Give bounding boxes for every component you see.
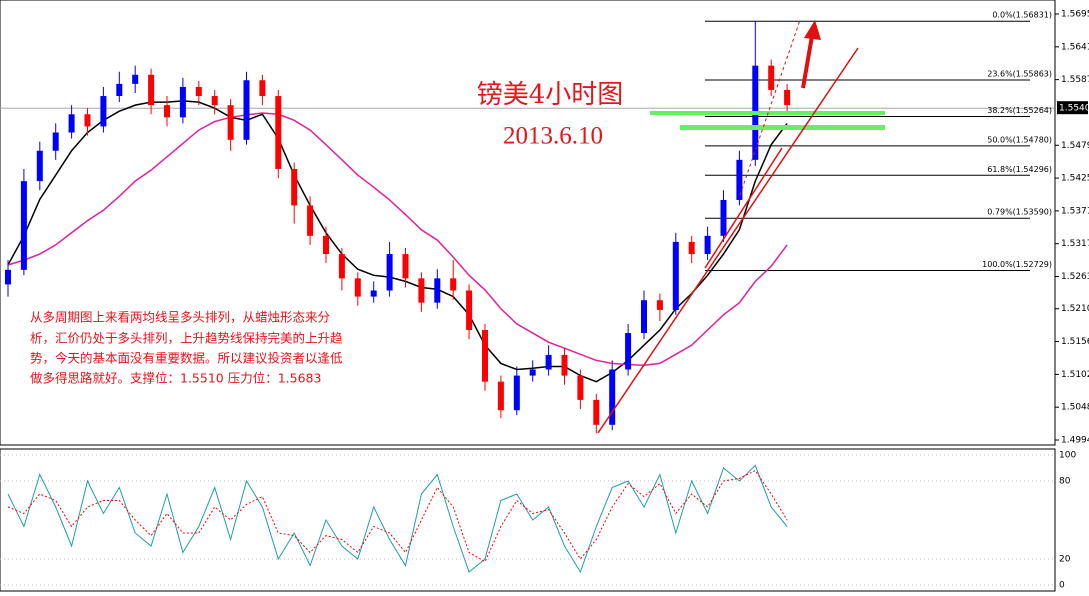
candle-body bbox=[561, 354, 568, 376]
candle-body bbox=[497, 381, 504, 411]
annotation: 势，今天的基本面没有重要数据。所以建议投资者以逢低 bbox=[30, 351, 343, 366]
candle-body bbox=[20, 181, 27, 270]
projection-line bbox=[739, 19, 801, 196]
y-tick-label: 1.5317 bbox=[1061, 239, 1089, 249]
candle-body bbox=[259, 80, 266, 97]
current-price-label: 1.5540 bbox=[1059, 104, 1089, 114]
indicator-frame bbox=[0, 448, 1056, 592]
candle-body bbox=[116, 83, 123, 97]
candle-body bbox=[450, 278, 457, 291]
candle-body bbox=[148, 74, 155, 106]
candle-body bbox=[625, 333, 632, 370]
moving-average bbox=[7, 112, 788, 367]
candle-body bbox=[545, 354, 552, 370]
fib-label: 61.8%(1.54296) bbox=[987, 165, 1052, 174]
candle-body bbox=[656, 300, 663, 310]
fib-label: 0.79%(1.53590) bbox=[987, 208, 1052, 217]
y-tick-label: 1.5156 bbox=[1061, 337, 1089, 347]
candle-body bbox=[482, 330, 488, 382]
candle-body bbox=[52, 132, 59, 151]
y-tick-label: 1.4994 bbox=[1061, 436, 1089, 446]
candle-body bbox=[5, 269, 11, 285]
y-tick-label: 1.5102 bbox=[1061, 370, 1089, 380]
y-tick-label: 80 bbox=[1059, 477, 1071, 487]
candle-body bbox=[466, 290, 473, 331]
annotation: 从多周期图上来看两均线呈多头排列，从蜡烛形态来分 bbox=[30, 310, 330, 325]
y-tick-label: 0 bbox=[1059, 581, 1065, 591]
y-tick-label: 1.5210 bbox=[1061, 304, 1089, 314]
candle-body bbox=[84, 114, 91, 127]
candle-body bbox=[370, 290, 377, 297]
candle-body bbox=[641, 300, 647, 334]
candle-body bbox=[768, 65, 775, 90]
candle-body bbox=[402, 254, 409, 279]
candle-body bbox=[36, 150, 43, 182]
candle-body bbox=[179, 86, 186, 118]
candle-body bbox=[211, 96, 218, 106]
candle-body bbox=[577, 375, 584, 400]
fib-label: 50.0%(1.54780) bbox=[987, 135, 1052, 144]
candle-body bbox=[386, 254, 393, 291]
candle-body bbox=[164, 105, 170, 118]
y-tick-label: 1.5425 bbox=[1061, 174, 1089, 184]
fib-label: 0.0%(1.56831) bbox=[992, 11, 1052, 20]
candle-body bbox=[100, 96, 107, 127]
candle-body bbox=[195, 86, 202, 97]
candle-body bbox=[68, 114, 75, 133]
candle-body bbox=[529, 369, 536, 376]
support-band bbox=[650, 111, 885, 115]
candle-body bbox=[275, 96, 282, 169]
y-tick-label: 20 bbox=[1059, 555, 1071, 565]
candle-body bbox=[609, 369, 616, 425]
candle-body bbox=[338, 254, 345, 279]
candle-body bbox=[736, 159, 743, 200]
y-tick-label: 100 bbox=[1059, 451, 1076, 461]
candle-body bbox=[720, 199, 727, 236]
moving-average bbox=[7, 100, 788, 383]
annotation: 析，汇价仍处于多头排列，上升趋势线保持完美的上升趋 bbox=[30, 331, 343, 346]
candle-body bbox=[354, 278, 361, 297]
candle-body bbox=[434, 278, 441, 303]
candle-body bbox=[323, 235, 329, 255]
indicator-line bbox=[7, 469, 788, 563]
trend-line bbox=[704, 147, 783, 269]
candle-body bbox=[672, 241, 679, 310]
y-tick-label: 1.5479 bbox=[1061, 141, 1089, 151]
candle-body bbox=[688, 241, 695, 255]
candle-body bbox=[418, 278, 425, 303]
y-tick-label: 1.5048 bbox=[1061, 403, 1089, 413]
candle-body bbox=[593, 399, 600, 425]
fib-label: 38.2%(1.55264) bbox=[987, 106, 1052, 115]
fib-label: 100.0%(1.52729) bbox=[982, 260, 1052, 269]
annotation: 做多得思路就好。支撑位：1.5510 压力位：1.5683 bbox=[30, 371, 321, 386]
y-tick-label: 1.5263 bbox=[1061, 272, 1089, 282]
candle-body bbox=[704, 235, 711, 255]
trend-line bbox=[597, 47, 859, 434]
candle-body bbox=[307, 205, 314, 236]
fib-label: 23.6%(1.55863) bbox=[987, 70, 1052, 79]
candle-body bbox=[784, 89, 791, 106]
y-tick-label: 1.5587 bbox=[1061, 75, 1089, 85]
arrow-head bbox=[804, 20, 821, 40]
candle-body bbox=[227, 105, 234, 140]
y-tick-label: 1.5695 bbox=[1061, 10, 1089, 20]
support-band bbox=[680, 125, 885, 130]
candle-body bbox=[243, 80, 250, 140]
chart-title: 镑美4小时图 bbox=[477, 80, 624, 110]
indicator-line bbox=[7, 464, 788, 574]
candle-body bbox=[291, 168, 298, 206]
current-price-box bbox=[1057, 101, 1088, 115]
main-frame bbox=[0, 0, 1056, 446]
candle-body bbox=[132, 74, 139, 84]
candle-body bbox=[513, 375, 520, 411]
chart-subtitle: 2013.6.10 bbox=[503, 123, 603, 150]
arrow-shaft bbox=[801, 35, 814, 89]
